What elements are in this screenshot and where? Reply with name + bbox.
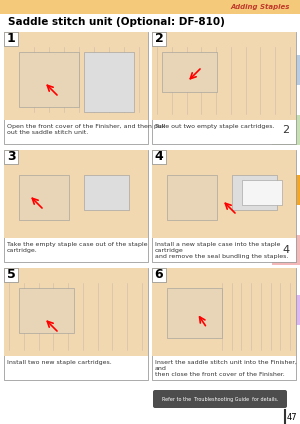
Bar xyxy=(19,52,79,107)
Bar xyxy=(272,235,300,265)
Bar xyxy=(152,150,296,262)
Text: Install a new staple case into the staple cartridge
and remove the seal bundling: Install a new staple case into the stapl… xyxy=(155,242,288,259)
Bar xyxy=(84,175,129,210)
Text: 2: 2 xyxy=(154,33,164,45)
Text: Saddle stitch unit (Optional: DF-810): Saddle stitch unit (Optional: DF-810) xyxy=(8,17,225,27)
Text: 6: 6 xyxy=(155,268,163,282)
Text: Take the empty staple case out of the staple
cartridge.: Take the empty staple case out of the st… xyxy=(7,242,148,253)
Text: 5: 5 xyxy=(283,305,290,315)
Bar xyxy=(0,0,300,14)
Bar xyxy=(152,150,296,238)
Text: Open the front cover of the Finisher, and then pull
out the saddle stitch unit.: Open the front cover of the Finisher, an… xyxy=(7,124,165,135)
Bar xyxy=(4,150,18,164)
Bar xyxy=(4,32,148,144)
Bar xyxy=(19,175,69,220)
Bar xyxy=(152,32,166,46)
Bar xyxy=(19,288,74,333)
Bar xyxy=(84,52,134,112)
Bar xyxy=(4,268,148,380)
Bar xyxy=(167,175,217,220)
Bar xyxy=(272,175,300,205)
Text: 5: 5 xyxy=(7,268,15,282)
Bar xyxy=(4,150,148,238)
Text: 3: 3 xyxy=(282,185,290,195)
Bar xyxy=(152,32,296,120)
Bar xyxy=(152,150,166,164)
Text: Install two new staple cartridges.: Install two new staple cartridges. xyxy=(7,360,112,365)
Text: 4: 4 xyxy=(154,151,164,164)
Text: 3: 3 xyxy=(7,151,15,164)
Text: Refer to the  Troubleshooting Guide  for details.: Refer to the Troubleshooting Guide for d… xyxy=(162,396,278,402)
Bar xyxy=(4,268,18,282)
Text: 2: 2 xyxy=(282,125,290,135)
Bar xyxy=(272,295,300,325)
FancyBboxPatch shape xyxy=(153,390,287,408)
Bar xyxy=(232,175,277,210)
Text: 4: 4 xyxy=(282,245,290,255)
Text: 1: 1 xyxy=(283,65,290,75)
Bar xyxy=(272,115,300,145)
Bar xyxy=(152,268,166,282)
Text: Adding Staples: Adding Staples xyxy=(231,4,290,10)
Bar xyxy=(162,52,217,92)
Bar xyxy=(152,268,296,380)
Text: Take out two empty staple cartridges.: Take out two empty staple cartridges. xyxy=(155,124,274,129)
Bar xyxy=(4,32,18,46)
Text: Insert the saddle stitch unit into the Finisher, and
then close the front cover : Insert the saddle stitch unit into the F… xyxy=(155,360,297,377)
Bar xyxy=(4,150,148,262)
Bar xyxy=(4,32,148,120)
Bar xyxy=(152,268,296,356)
Text: 1: 1 xyxy=(7,33,15,45)
Bar xyxy=(242,180,282,205)
Bar xyxy=(272,55,300,85)
Bar xyxy=(167,288,222,338)
Bar xyxy=(152,32,296,144)
Bar xyxy=(4,268,148,356)
Text: 47: 47 xyxy=(287,413,297,421)
